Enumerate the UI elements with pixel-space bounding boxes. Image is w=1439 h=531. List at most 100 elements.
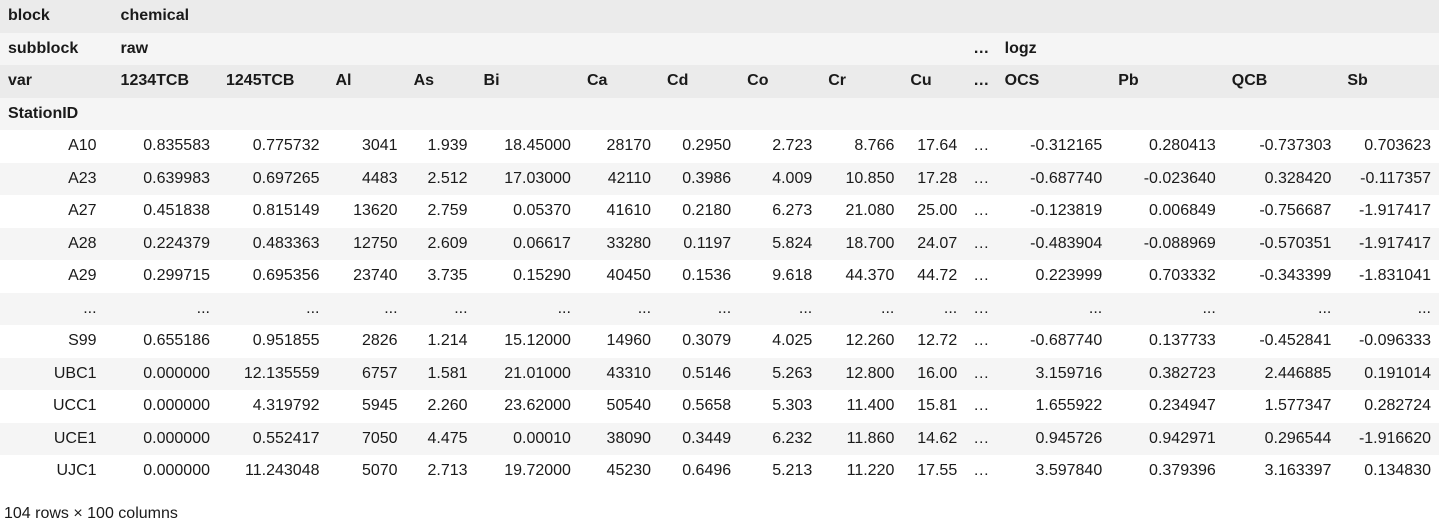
table-cell: 0.695356 bbox=[252, 267, 320, 285]
table-cell: 0.224379 bbox=[143, 234, 210, 252]
table-row: UCC1 0.000000 4.319792 5945 2.260 23.62000 505… bbox=[0, 390, 1439, 423]
column-header-ellipsis: … bbox=[973, 72, 990, 90]
table-cell: 3.163397 bbox=[1264, 462, 1332, 480]
table-cell: 3.735 bbox=[427, 267, 468, 285]
table-cell: 15.81 bbox=[917, 397, 958, 415]
table-cell: 17.28 bbox=[917, 169, 958, 187]
table-cell: 1.214 bbox=[427, 332, 468, 350]
column-header: Pb bbox=[1118, 72, 1139, 90]
table-cell: -0.756687 bbox=[1259, 202, 1332, 220]
table-cell: -1.917417 bbox=[1358, 234, 1431, 252]
table-cell: 4.009 bbox=[772, 169, 813, 187]
table-row: A23 0.639983 0.697265 4483 2.512 17.03000 4211… bbox=[0, 162, 1439, 195]
table-cell: 0.3079 bbox=[682, 332, 732, 350]
table-cell: 0.1536 bbox=[682, 267, 732, 285]
table-cell: 4483 bbox=[361, 169, 398, 187]
table-cell: 28170 bbox=[606, 137, 652, 155]
table-cell: 0.234947 bbox=[1149, 397, 1216, 415]
table-cell: 6.273 bbox=[772, 202, 813, 220]
table-cell: 0.282724 bbox=[1364, 397, 1431, 415]
table-cell: ... bbox=[384, 299, 398, 317]
header-row-subblock: subblock raw … logz bbox=[0, 32, 1439, 65]
table-header: block chemical subblock raw … logz var 1… bbox=[0, 0, 1439, 130]
table-cell: 18.700 bbox=[845, 234, 895, 252]
table-cell: 11.400 bbox=[846, 397, 895, 415]
table-cell: -0.088969 bbox=[1143, 234, 1216, 252]
header-label-var: var bbox=[8, 72, 33, 90]
table-cell: 0.223999 bbox=[1035, 267, 1103, 285]
table-cell: ... bbox=[881, 299, 895, 317]
table-cell: 0.1197 bbox=[683, 234, 732, 252]
table-cell: 33280 bbox=[606, 234, 652, 252]
table-cell: 3.597840 bbox=[1035, 462, 1103, 480]
table-cell: 2826 bbox=[361, 332, 398, 350]
table-cell: 11.243048 bbox=[245, 462, 320, 480]
table-cell: 2.723 bbox=[772, 137, 813, 155]
table-cell: 2.512 bbox=[427, 169, 468, 187]
header-row-block: block chemical bbox=[0, 0, 1439, 33]
header-value-subblock-raw: raw bbox=[120, 39, 149, 57]
table-cell: 0.3449 bbox=[682, 429, 732, 447]
table-cell: 1.581 bbox=[427, 364, 468, 382]
header-label-block: block bbox=[8, 7, 50, 25]
table-cell-ellipsis: … bbox=[973, 364, 990, 382]
table-cell: 0.775732 bbox=[252, 137, 320, 155]
table-cell: 0.942971 bbox=[1149, 429, 1216, 447]
table-cell: ... bbox=[454, 299, 468, 317]
table-cell: 11.220 bbox=[846, 462, 895, 480]
table-cell: 17.55 bbox=[917, 462, 958, 480]
column-header: Ca bbox=[586, 72, 608, 90]
column-header: OCS bbox=[1004, 72, 1040, 90]
table-cell: 16.00 bbox=[917, 364, 958, 382]
table-cell: 10.850 bbox=[845, 169, 895, 187]
table-cell: 3041 bbox=[361, 137, 398, 155]
table-cell: -0.096333 bbox=[1358, 332, 1431, 350]
row-index: A29 bbox=[68, 267, 97, 285]
table-row: A29 0.299715 0.695356 23740 3.735 0.15290 4045… bbox=[0, 260, 1439, 293]
table-cell: 0.639983 bbox=[143, 169, 210, 187]
table-cell: 5.263 bbox=[772, 364, 813, 382]
table-cell: -0.452841 bbox=[1259, 332, 1332, 350]
table-body: A10 0.835583 0.775732 3041 1.939 18.45000 2817… bbox=[0, 130, 1439, 488]
table-cell: 4.475 bbox=[427, 429, 468, 447]
table-cell: 6757 bbox=[361, 364, 398, 382]
table-cell: 23740 bbox=[353, 267, 398, 285]
row-index: A27 bbox=[68, 202, 97, 220]
table-cell: 0.5146 bbox=[682, 364, 732, 382]
table-cell: 3.159716 bbox=[1035, 364, 1103, 382]
table-cell: 1.939 bbox=[427, 137, 468, 155]
table-row: ................................. …......… bbox=[0, 292, 1439, 325]
row-index: ... bbox=[83, 299, 97, 317]
table-cell: 11.860 bbox=[846, 429, 895, 447]
table-cell: 38090 bbox=[606, 429, 652, 447]
table-cell: 1.655922 bbox=[1035, 397, 1103, 415]
table-cell: 2.260 bbox=[427, 397, 468, 415]
table-cell: 0.000000 bbox=[143, 429, 210, 447]
table-cell: 12750 bbox=[353, 234, 398, 252]
table-cell-ellipsis: … bbox=[973, 462, 990, 480]
table-cell: ... bbox=[798, 299, 813, 317]
column-header: As bbox=[413, 72, 435, 90]
table-cell: 0.655186 bbox=[143, 332, 210, 350]
row-index: S99 bbox=[68, 332, 97, 350]
table-row: S99 0.655186 0.951855 2826 1.214 15.12000 1496… bbox=[0, 325, 1439, 358]
table-cell: 12.260 bbox=[845, 332, 895, 350]
table-cell: 9.618 bbox=[772, 267, 813, 285]
table-cell-ellipsis: … bbox=[973, 429, 990, 447]
table-row: UJC1 0.000000 11.243048 5070 2.713 19.72000 45… bbox=[0, 455, 1439, 488]
table-row: A10 0.835583 0.775732 3041 1.939 18.45000 2817… bbox=[0, 130, 1439, 163]
table-cell: 40450 bbox=[606, 267, 652, 285]
column-header: Bi bbox=[483, 72, 500, 90]
table-row: A28 0.224379 0.483363 12750 2.609 0.06617 3328… bbox=[0, 227, 1439, 260]
table-cell: 50540 bbox=[606, 397, 652, 415]
column-header: Sb bbox=[1347, 72, 1368, 90]
table-cell-ellipsis: … bbox=[973, 267, 990, 285]
column-header: QCB bbox=[1231, 72, 1268, 90]
row-index: UCC1 bbox=[52, 397, 97, 415]
table-cell: 0.05370 bbox=[513, 202, 571, 220]
table-cell: 5945 bbox=[361, 397, 398, 415]
column-header: Cu bbox=[910, 72, 932, 90]
table-cell: 0.379396 bbox=[1149, 462, 1216, 480]
table-cell: 0.000000 bbox=[143, 397, 210, 415]
table-cell-ellipsis: … bbox=[973, 202, 990, 220]
